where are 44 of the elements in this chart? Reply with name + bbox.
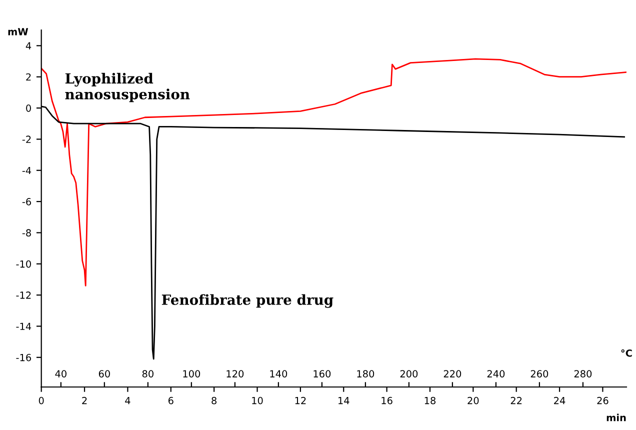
y-tick-label: 4 [26,42,32,50]
x-tick-label: 6 [168,396,174,404]
x-tick-label: 18 [424,396,436,404]
series-label: Fenofibrate pure drug [162,294,334,308]
y-tick-label: -2 [22,136,31,143]
x-tick-label: 12 [295,396,306,404]
x2-tick-label: 60 [98,370,110,378]
series-label: Lyophilized nanosuspension [65,72,190,102]
x-tick-label: 8 [212,396,216,404]
x2-tick-label: 80 [142,370,154,378]
x-tick-label: 26 [597,396,608,404]
x-tick-label: 16 [382,396,392,404]
x2-tick-label: 240 [487,370,505,378]
x2-tick-label: 140 [270,370,288,378]
y-tick-label: -4 [22,166,32,174]
y-tick-label: -8 [22,229,31,237]
x2-tick-label: 100 [183,370,200,378]
x2-tick-label: 40 [55,370,66,378]
x2-tick-label: 120 [226,370,244,378]
x-tick-label: 14 [338,397,350,404]
y-tick-label: 2 [26,73,31,81]
x-tick-label: 0 [38,396,44,404]
x2-tick-label: 260 [530,370,548,378]
y-tick-label: 0 [26,104,31,112]
y-tick-label: -12 [16,292,31,299]
x-tick-label: 24 [554,396,566,404]
x-tick-label: 4 [125,397,130,404]
y-axis-title: mW [8,28,28,36]
x2-tick-label: 180 [357,370,374,378]
x2-tick-label: 280 [574,370,592,378]
y-tick-label: -14 [16,322,32,330]
y-tick-label: -16 [16,354,32,362]
line-series [41,58,626,286]
x2-axis-title: °C [621,349,632,357]
x2-tick-label: 200 [400,370,418,378]
y-tick-label: -6 [22,198,32,206]
x-tick-label: 10 [252,396,263,404]
x-tick-label: 20 [468,396,479,404]
x-tick-label: 2 [82,396,87,404]
y-tick-label: -10 [16,260,31,268]
x-axis-title: min [606,414,626,422]
x2-tick-label: 160 [314,370,331,378]
x2-tick-label: 220 [444,370,462,378]
x-tick-label: 22 [510,396,522,404]
